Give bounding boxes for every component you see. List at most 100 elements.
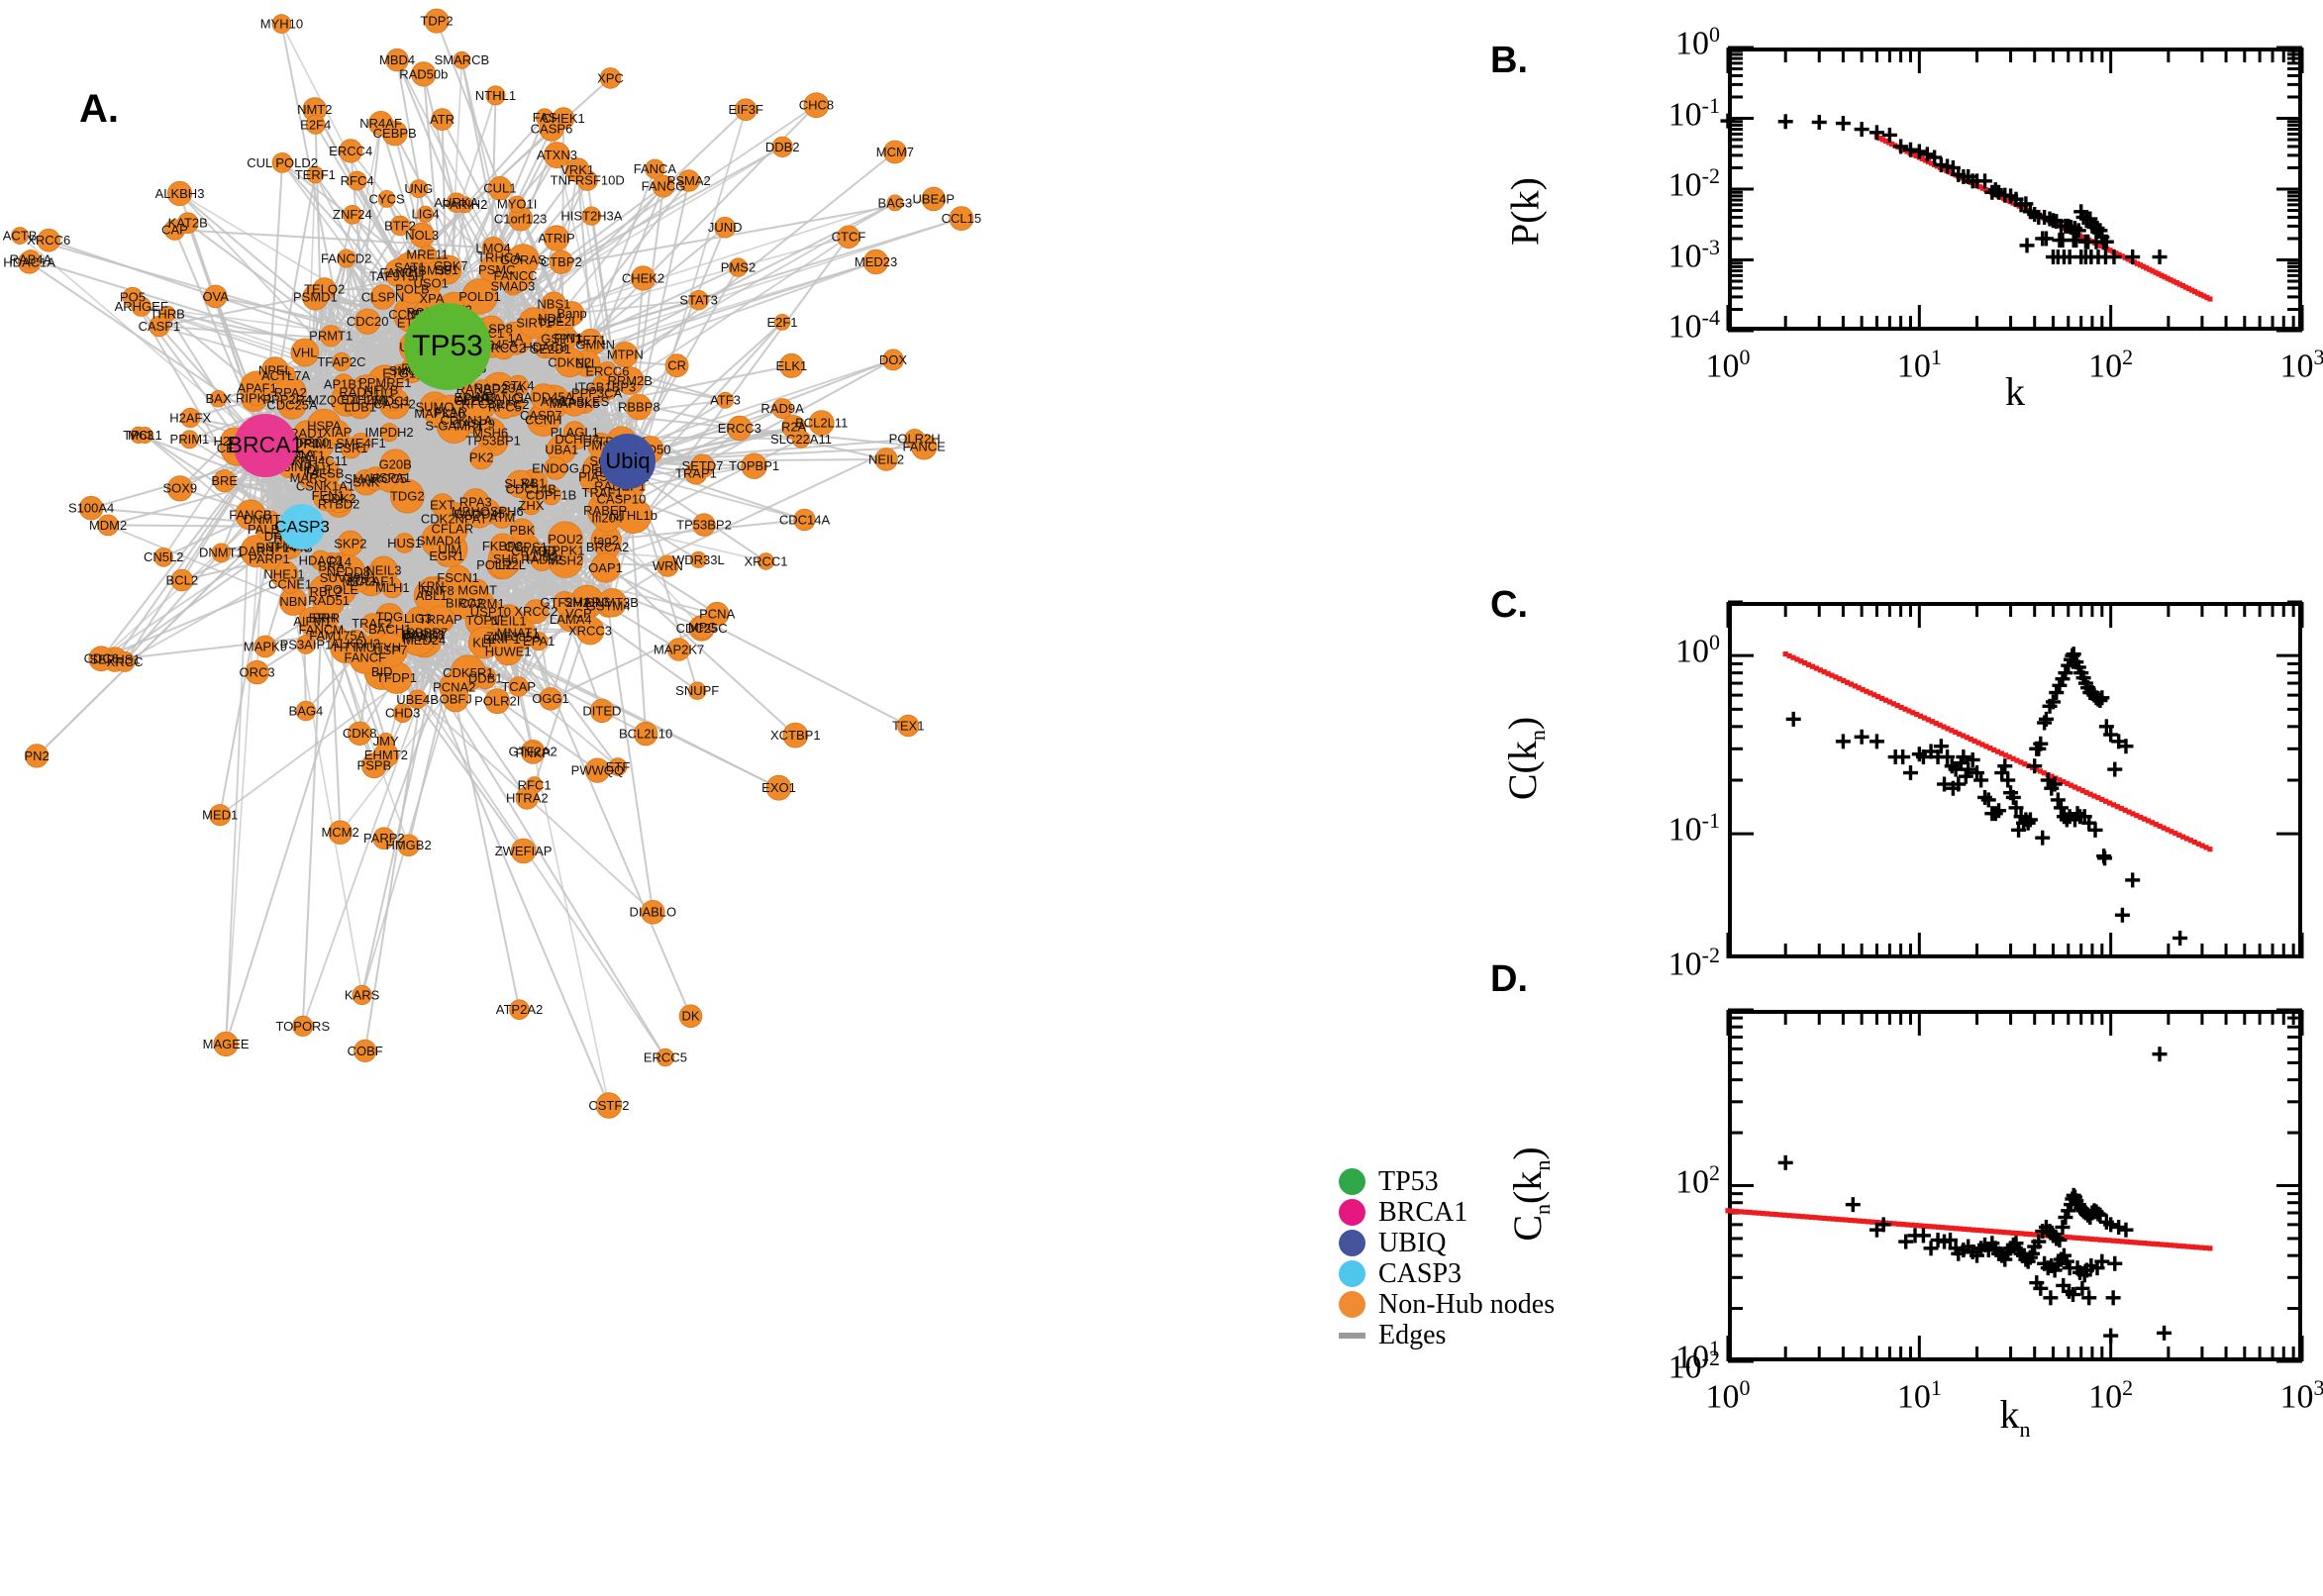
network-node[interactable]	[209, 804, 232, 827]
network-node[interactable]	[153, 547, 174, 567]
network-node[interactable]	[166, 475, 193, 502]
network-node[interactable]	[343, 205, 362, 225]
network-node[interactable]	[24, 744, 50, 768]
network-node[interactable]	[385, 48, 409, 72]
network-node[interactable]	[882, 349, 904, 371]
network-node[interactable]	[372, 827, 396, 849]
network-node[interactable]	[271, 151, 293, 173]
network-node[interactable]	[377, 189, 396, 208]
network-node[interactable]	[469, 446, 494, 470]
network-node[interactable]	[179, 430, 199, 449]
network-node[interactable]	[782, 722, 809, 748]
network-node[interactable]	[734, 98, 758, 121]
network-node[interactable]	[692, 513, 716, 537]
network-node[interactable]	[367, 111, 394, 137]
network-node[interactable]	[88, 646, 115, 672]
network-node[interactable]	[240, 370, 275, 406]
network-node[interactable]	[453, 50, 471, 69]
network-node[interactable]	[310, 549, 331, 571]
network-node[interactable]	[440, 255, 461, 277]
network-node[interactable]	[352, 984, 372, 1006]
network-node[interactable]	[630, 265, 656, 291]
network-node[interactable]	[664, 353, 689, 378]
network-node[interactable]	[305, 115, 326, 135]
network-node[interactable]	[392, 703, 413, 723]
network-node[interactable]	[581, 206, 602, 226]
network-node[interactable]	[897, 714, 920, 738]
network-node[interactable]	[640, 899, 665, 925]
network-node[interactable]	[446, 192, 467, 213]
network-node[interactable]	[688, 290, 709, 311]
network-node[interactable]	[576, 169, 598, 191]
network-node[interactable]	[539, 687, 562, 711]
network-node[interactable]	[862, 249, 889, 275]
network-node[interactable]	[296, 635, 316, 654]
network-node[interactable]	[497, 257, 534, 294]
network-node[interactable]	[328, 820, 353, 845]
network-node[interactable]	[757, 552, 775, 570]
network-node[interactable]	[465, 578, 489, 602]
network-node[interactable]	[149, 315, 170, 338]
network-node[interactable]	[484, 688, 511, 715]
network-node[interactable]	[561, 390, 587, 417]
network-node[interactable]	[324, 420, 351, 446]
network-node[interactable]	[354, 308, 381, 335]
network-node[interactable]	[407, 689, 428, 710]
network-node[interactable]	[575, 616, 605, 646]
network-node[interactable]	[379, 423, 399, 443]
network-node[interactable]	[508, 195, 526, 214]
network-node[interactable]	[114, 651, 136, 672]
network-node[interactable]	[474, 417, 506, 449]
network-node[interactable]	[886, 194, 904, 212]
network-node[interactable]	[597, 588, 627, 618]
network-node[interactable]	[11, 227, 30, 245]
network-node[interactable]	[253, 635, 277, 658]
network-node[interactable]	[336, 565, 360, 590]
network-node[interactable]	[505, 469, 535, 498]
network-node[interactable]	[656, 1047, 675, 1067]
network-node[interactable]	[509, 999, 530, 1020]
network-node[interactable]	[211, 543, 232, 563]
network-node[interactable]	[874, 448, 898, 471]
network-node[interactable]	[530, 383, 557, 411]
network-node[interactable]	[292, 1015, 314, 1038]
network-node[interactable]	[373, 742, 399, 768]
network-node[interactable]	[477, 599, 504, 626]
network-node[interactable]	[652, 174, 675, 198]
network-node[interactable]	[590, 552, 621, 583]
network-node[interactable]	[273, 376, 307, 410]
network-node[interactable]	[589, 698, 615, 724]
network-node[interactable]	[911, 434, 938, 460]
network-node[interactable]	[599, 67, 622, 89]
network-node[interactable]	[203, 284, 228, 309]
network-node[interactable]	[544, 142, 570, 169]
network-node[interactable]	[656, 554, 679, 577]
network-node[interactable]	[837, 225, 860, 249]
network-node[interactable]	[689, 550, 707, 568]
network-node[interactable]	[213, 1031, 239, 1057]
network-node[interactable]	[586, 382, 608, 404]
network-node[interactable]	[803, 92, 830, 119]
network-node[interactable]	[489, 533, 516, 559]
network-node[interactable]	[397, 834, 420, 857]
network-node[interactable]	[431, 108, 454, 131]
network-node[interactable]	[808, 410, 835, 437]
network-node[interactable]	[645, 158, 665, 179]
network-node[interactable]	[303, 455, 332, 484]
network-node[interactable]	[312, 480, 345, 512]
network-node[interactable]	[541, 485, 561, 506]
network-node[interactable]	[21, 249, 41, 269]
network-node[interactable]	[417, 205, 435, 223]
network-node[interactable]	[530, 548, 554, 571]
network-node[interactable]	[166, 180, 193, 207]
network-node[interactable]	[543, 225, 570, 251]
network-node[interactable]	[524, 599, 549, 625]
network-node[interactable]	[136, 426, 153, 444]
network-node[interactable]	[727, 415, 753, 442]
network-node[interactable]	[382, 391, 403, 412]
network-node[interactable]	[430, 493, 454, 517]
network-node[interactable]	[765, 774, 792, 801]
network-node[interactable]	[626, 394, 653, 421]
network-node[interactable]	[295, 700, 317, 722]
network-node[interactable]	[332, 351, 352, 372]
